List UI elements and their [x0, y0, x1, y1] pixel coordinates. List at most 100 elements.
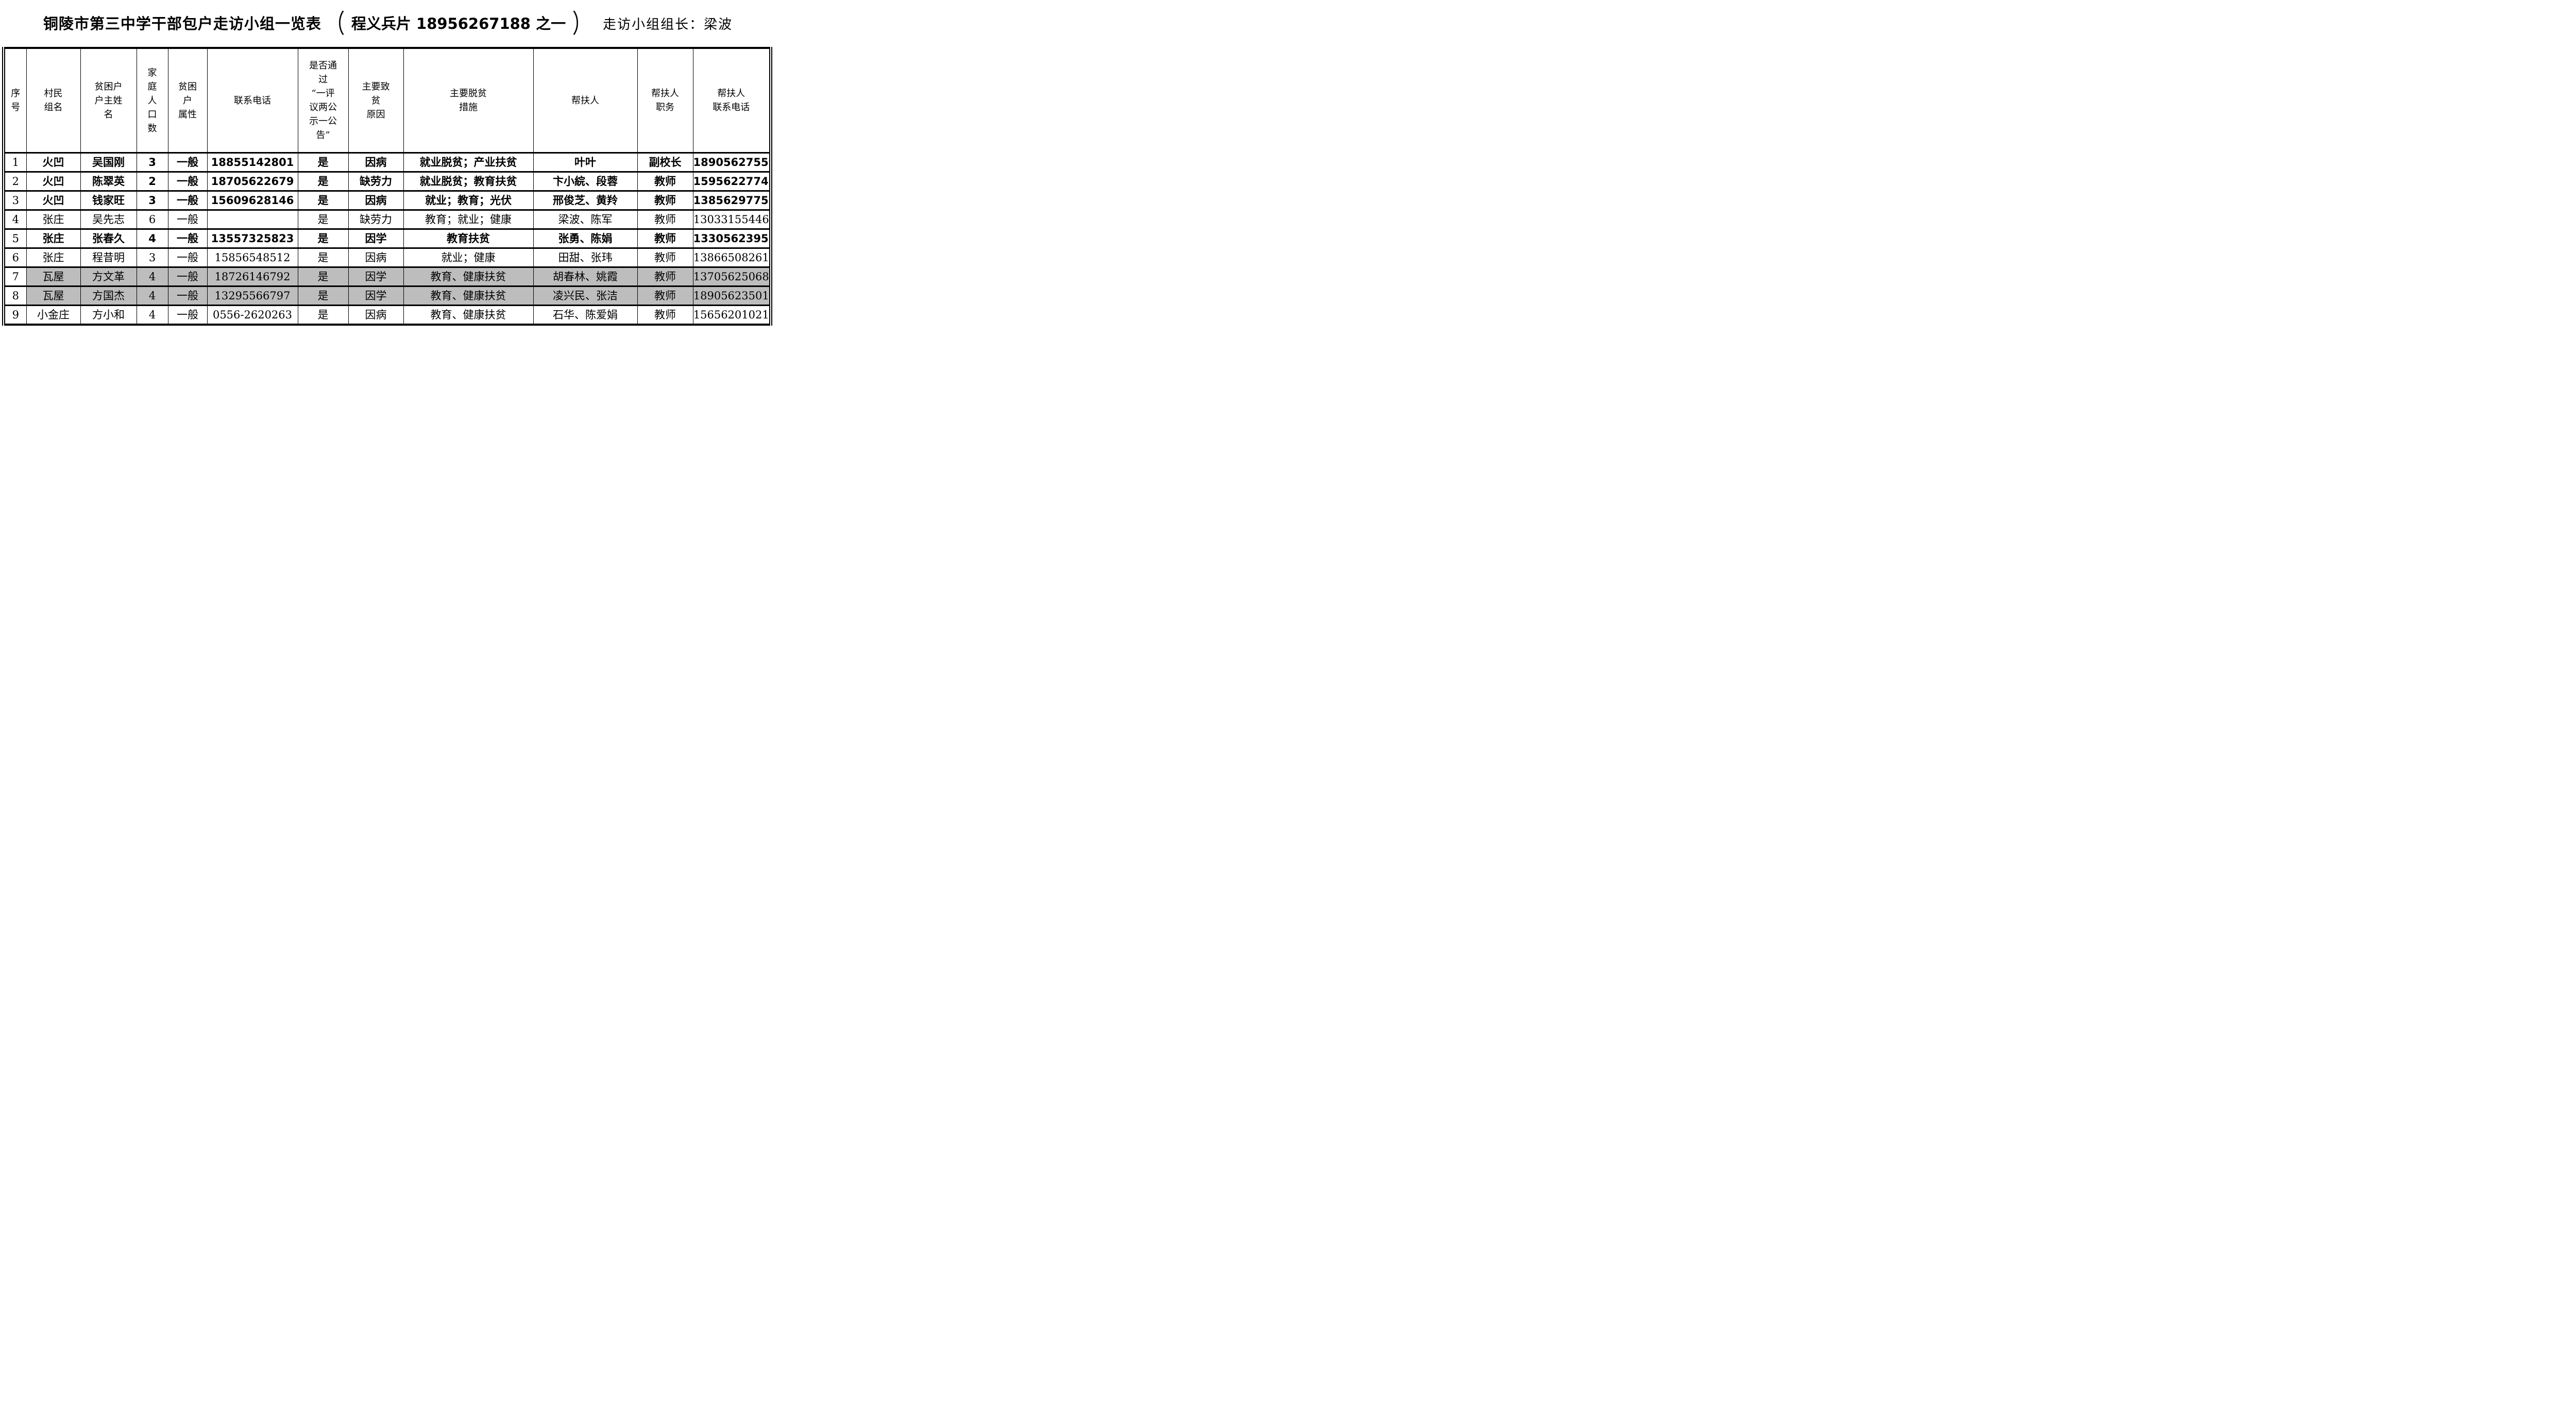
- cell-passed-review: 是: [297, 228, 349, 249]
- cell-passed-review: 是: [297, 305, 349, 326]
- title-paren-open: （: [326, 9, 345, 39]
- cell-family-size: 3: [136, 152, 168, 173]
- cell-helper: 叶叶: [533, 152, 638, 173]
- cell-helper: 田甜、张玮: [533, 247, 638, 268]
- cell-poverty-cause: 因学: [348, 266, 404, 287]
- cell-family-size: 4: [136, 285, 168, 306]
- title-main: 铜陵市第三中学干部包户走访小组一览表: [43, 15, 321, 32]
- cell-family-size: 4: [136, 266, 168, 287]
- cell-measures: 教育、健康扶贫: [403, 285, 534, 306]
- cell-family-size: 3: [136, 190, 168, 211]
- cell-helper: 卞小綄、段蓉: [533, 171, 638, 192]
- cell-passed-review: 是: [297, 285, 349, 306]
- cell-phone: 15609628146: [207, 190, 298, 211]
- cell-index: 6: [3, 247, 27, 268]
- cell-village-group: 火凹: [26, 171, 81, 192]
- cell-family-size: 4: [136, 305, 168, 326]
- cell-measures: 就业；健康: [403, 247, 534, 268]
- cell-village-group: 张庄: [26, 228, 81, 249]
- header-poverty-cause: 主要致 贫 原因: [348, 47, 404, 154]
- cell-passed-review: 是: [297, 171, 349, 192]
- cell-household-type: 一般: [167, 305, 208, 326]
- cell-poverty-cause: 因病: [348, 190, 404, 211]
- table-row: 6 张庄 程昔明 3 一般 15856548512 是因病 就业；健康 田甜、张玮 教师 13866…: [3, 247, 771, 268]
- cell-village-group: 小金庄: [26, 305, 81, 326]
- cell-poverty-cause: 因学: [348, 228, 404, 249]
- cell-measures: 教育、健康扶贫: [403, 305, 534, 326]
- cell-head-name: 方国杰: [80, 285, 137, 306]
- cell-measures: 就业脱贫；产业扶贫: [403, 152, 534, 173]
- cell-head-name: 钱家旺: [80, 190, 137, 211]
- cell-index: 9: [3, 305, 27, 326]
- header-helper-title: 帮扶人 职务: [637, 47, 693, 154]
- cell-phone: 0556-2620263: [207, 305, 298, 326]
- cell-index: 5: [3, 228, 27, 249]
- cell-phone: 13295566797: [207, 285, 298, 306]
- cell-poverty-cause: 缺劳力: [348, 171, 404, 192]
- cell-phone: 18726146792: [207, 266, 298, 287]
- cell-village-group: 火凹: [26, 152, 81, 173]
- cell-household-type: 一般: [167, 209, 208, 230]
- cell-index: 8: [3, 285, 27, 306]
- cell-measures: 教育；就业；健康: [403, 209, 534, 230]
- table-row: 1 火凹 吴国刚 3 一般 18855142801 是因病 就业脱贫；产业扶贫 叶叶 副校长 189…: [3, 152, 771, 173]
- cell-phone: 15856548512: [207, 247, 298, 268]
- cell-helper-title: 教师: [637, 209, 693, 230]
- table-row: 8 瓦屋 方国杰 4 一般 13295566797 是因学 教育、健康扶贫 凌兴民、张洁 教师 18…: [3, 285, 771, 306]
- data-table: 序 号 村民 组名 贫困户 户主姓 名 家 庭 人 口 数 贫困 户 属性 联系…: [2, 47, 772, 326]
- cell-household-type: 一般: [167, 266, 208, 287]
- cell-household-type: 一般: [167, 171, 208, 192]
- title-group-leader: 走访小组组长：梁波: [603, 17, 733, 32]
- header-passed-review: 是否通 过 “一评 议两公 示一公 告”: [297, 47, 349, 154]
- cell-head-name: 吴先志: [80, 209, 137, 230]
- cell-head-name: 吴国刚: [80, 152, 137, 173]
- cell-index: 2: [3, 171, 27, 192]
- cell-family-size: 6: [136, 209, 168, 230]
- header-family-size: 家 庭 人 口 数: [136, 47, 168, 154]
- cell-helper-title: 教师: [637, 247, 693, 268]
- cell-helper-title: 教师: [637, 285, 693, 306]
- cell-household-type: 一般: [167, 190, 208, 211]
- cell-village-group: 张庄: [26, 209, 81, 230]
- cell-village-group: 火凹: [26, 190, 81, 211]
- cell-poverty-cause: 因病: [348, 152, 404, 173]
- cell-helper-title: 教师: [637, 228, 693, 249]
- cell-helper-phone: 15656201021: [692, 305, 771, 326]
- cell-helper-phone: 18905623501: [692, 285, 771, 306]
- header-helper-phone: 帮扶人 联系电话: [692, 47, 771, 154]
- cell-poverty-cause: 因病: [348, 247, 404, 268]
- cell-index: 4: [3, 209, 27, 230]
- cell-poverty-cause: 因学: [348, 285, 404, 306]
- cell-helper: 胡春林、姚霞: [533, 266, 638, 287]
- cell-phone: 13557325823: [207, 228, 298, 249]
- cell-household-type: 一般: [167, 152, 208, 173]
- cell-village-group: 瓦屋: [26, 285, 81, 306]
- cell-helper: 张勇、陈娟: [533, 228, 638, 249]
- cell-helper-phone: 15956227743: [692, 171, 771, 192]
- cell-family-size: 2: [136, 171, 168, 192]
- cell-helper: 凌兴民、张洁: [533, 285, 638, 306]
- table-row: 4 张庄 吴先志 6 一般 是缺劳力 教育；就业；健康 梁波、陈军 教师 13033155446: [3, 209, 771, 230]
- cell-helper: 石华、陈爱娟: [533, 305, 638, 326]
- page: { "title": { "main": "铜陵市第三中学干部包户走访小组一览表…: [0, 8, 776, 359]
- cell-helper-phone: 13033155446: [692, 209, 771, 230]
- cell-index: 7: [3, 266, 27, 287]
- cell-head-name: 张春久: [80, 228, 137, 249]
- cell-helper-title: 教师: [637, 190, 693, 211]
- cell-passed-review: 是: [297, 266, 349, 287]
- cell-village-group: 瓦屋: [26, 266, 81, 287]
- cell-helper-phone: 13305623958: [692, 228, 771, 249]
- cell-helper-phone: 18905627559: [692, 152, 771, 173]
- cell-helper-phone: 13866508261: [692, 247, 771, 268]
- table-row: 7 瓦屋 方文革 4 一般 18726146792 是因学 教育、健康扶贫 胡春林、姚霞 教师 13…: [3, 266, 771, 287]
- cell-household-type: 一般: [167, 228, 208, 249]
- cell-passed-review: 是: [297, 152, 349, 173]
- cell-phone: 18705622679: [207, 171, 298, 192]
- table-row: 3 火凹 钱家旺 3 一般 15609628146 是因病 就业；教育；光伏 邢俊芝、黄羚 教师 1…: [3, 190, 771, 211]
- header-measures: 主要脱贫 措施: [403, 47, 534, 154]
- cell-passed-review: 是: [297, 209, 349, 230]
- header-index: 序 号: [3, 47, 27, 154]
- cell-family-size: 4: [136, 228, 168, 249]
- cell-index: 3: [3, 190, 27, 211]
- header-row: 序 号 村民 组名 贫困户 户主姓 名 家 庭 人 口 数 贫困 户 属性 联系…: [3, 47, 771, 154]
